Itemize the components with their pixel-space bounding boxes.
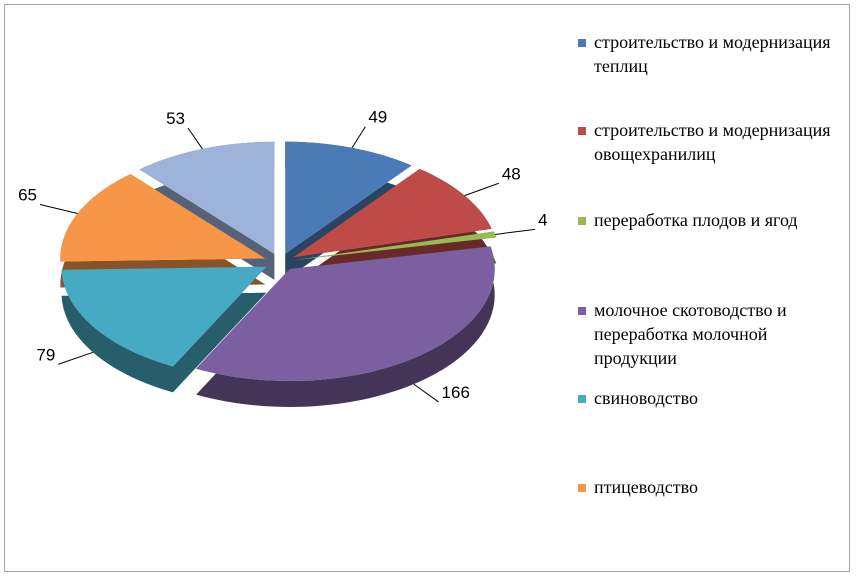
slice: [285, 141, 412, 254]
legend-entry: переработка плодов и ягод: [578, 208, 838, 232]
slice: [196, 246, 495, 381]
legend-key: [578, 484, 586, 492]
legend-key: [578, 127, 586, 135]
slice: [293, 169, 492, 258]
leader-line: [351, 126, 366, 149]
data-label: 65: [18, 186, 37, 205]
leader-line: [39, 204, 78, 215]
slice-side: [196, 246, 495, 407]
leader-line: [495, 228, 536, 235]
legend-entry: молочное скотоводство и переработка моло…: [578, 298, 838, 370]
leader-line: [464, 182, 499, 197]
leader-line: [187, 127, 203, 150]
leader-line: [58, 351, 94, 365]
data-label: 79: [36, 345, 55, 364]
data-label: 53: [166, 109, 185, 128]
data-label: 4: [538, 210, 547, 229]
legend-entry: свиноводство: [578, 386, 838, 410]
legend-label: свиноводство: [594, 388, 699, 408]
chart-border: [4, 4, 850, 572]
legend-key: [578, 395, 586, 403]
legend-label: строительство и модернизация овощехранил…: [594, 120, 831, 164]
slice: [61, 266, 267, 367]
slice: [139, 141, 275, 254]
legend-label: переработка плодов и ягод: [594, 210, 798, 230]
data-label: 49: [368, 108, 387, 127]
legend-key: [578, 39, 586, 47]
legend-label: строительство и модернизация теплиц: [594, 32, 831, 76]
leader-line: [413, 383, 439, 403]
slice-side: [61, 266, 267, 393]
legend-key: [578, 307, 586, 315]
data-label: 48: [502, 164, 521, 183]
slice: [295, 231, 497, 260]
slice: [60, 174, 266, 262]
legend-entry: птицеводство: [578, 475, 838, 499]
legend-entry: строительство и модернизация теплиц: [578, 30, 838, 78]
legend-key: [578, 217, 586, 225]
data-label: 166: [442, 383, 470, 402]
legend-label: птицеводство: [594, 477, 699, 497]
legend-entry: строительство и модернизация овощехранил…: [578, 118, 838, 166]
legend-label: молочное скотоводство и переработка моло…: [594, 300, 787, 368]
